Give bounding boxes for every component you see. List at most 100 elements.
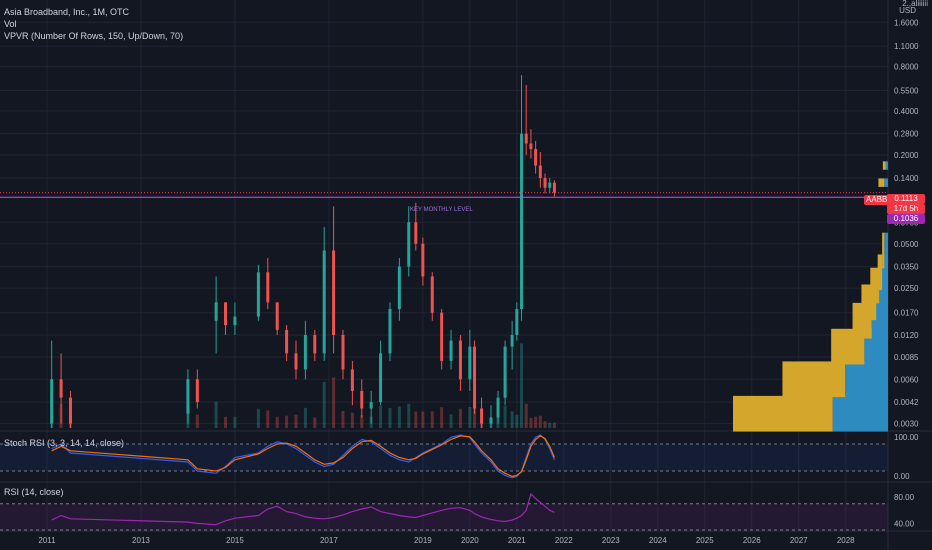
- price-tick-label: 1.6000: [894, 18, 919, 27]
- candle-body: [538, 165, 542, 178]
- time-tick-label: 2013: [132, 536, 150, 545]
- rsi-tick-label: 80.00: [894, 493, 915, 502]
- candle-body: [332, 250, 336, 335]
- candle-body: [294, 353, 298, 370]
- stoch-band: [0, 444, 888, 471]
- chart-legend: Asia Broadband, Inc., 1M, OTC Vol VPVR (…: [4, 6, 183, 42]
- volume-bar: [397, 406, 401, 428]
- volume-bar: [285, 415, 289, 428]
- vpvr-profile: [733, 161, 888, 432]
- volume-bar: [430, 411, 434, 428]
- time-tick-label: 2022: [555, 536, 573, 545]
- volume-bar: [388, 407, 392, 428]
- time-tick-label: 2019: [414, 536, 432, 545]
- time-tick-label: 2023: [602, 536, 620, 545]
- candle-body: [520, 133, 524, 310]
- volume-bar: [468, 406, 472, 428]
- volume-bar: [449, 414, 453, 428]
- price-tick-label: 0.2800: [894, 130, 919, 139]
- vpvr-row-up: [885, 161, 888, 170]
- stoch-tick-label: 100.00: [894, 433, 919, 442]
- vpvr-row-down: [870, 267, 880, 304]
- time-tick-label: 2027: [790, 536, 808, 545]
- candle-body: [256, 272, 260, 317]
- candle-body: [303, 334, 307, 370]
- rsi-line: [51, 492, 555, 526]
- time-tick-label: 2024: [649, 536, 667, 545]
- candle-body: [233, 316, 237, 326]
- price-tick-label: 0.5500: [894, 87, 919, 96]
- volume-bar: [440, 407, 444, 428]
- price-tick-label: 0.0250: [894, 284, 919, 293]
- volume-bar: [503, 405, 507, 428]
- level-price-badge: 0.1036: [887, 214, 925, 224]
- candle-body: [195, 379, 199, 403]
- vol-legend[interactable]: Vol: [4, 19, 17, 29]
- price-tick-label: 0.0170: [894, 309, 919, 318]
- candle-body: [534, 149, 538, 166]
- candle-body: [421, 243, 425, 277]
- symbol-title[interactable]: Asia Broadband, Inc., 1M, OTC: [4, 7, 130, 17]
- candle-body: [480, 408, 484, 424]
- vpvr-row-up: [884, 178, 888, 187]
- rsi-tick-label: 40.00: [894, 519, 915, 528]
- time-tick-label: 2026: [743, 536, 761, 545]
- candle-body: [68, 397, 72, 424]
- stoch-rsi-pane: [0, 434, 888, 479]
- candle-body: [360, 390, 364, 409]
- price-tick-label: 0.1400: [894, 174, 919, 183]
- price-tick-label: 0.8000: [894, 63, 919, 72]
- volume-bar: [421, 411, 425, 428]
- volume-bar: [332, 377, 336, 428]
- vpvr-legend[interactable]: VPVR (Number Of Rows, 150, Up/Down, 70): [4, 31, 184, 41]
- vpvr-row-down: [882, 232, 885, 269]
- volume-bar: [350, 412, 354, 428]
- volume-bar: [233, 416, 237, 428]
- candle-body: [489, 417, 493, 424]
- candle-body: [543, 177, 547, 188]
- volume-bar: [294, 414, 298, 428]
- price-tick-label: 1.1000: [894, 42, 919, 51]
- volume-bar: [341, 410, 345, 428]
- candle-body: [266, 272, 270, 303]
- time-tick-label: 2015: [226, 536, 244, 545]
- candle-body: [50, 379, 54, 424]
- volume-bar: [524, 403, 528, 428]
- time-tick-label: 2025: [696, 536, 714, 545]
- candles[interactable]: [50, 75, 556, 428]
- candle-body: [388, 309, 392, 354]
- candle-body: [510, 334, 514, 347]
- candle-body: [285, 329, 289, 354]
- volume-bar: [407, 403, 411, 428]
- candle-body: [529, 143, 533, 150]
- candle-body: [322, 250, 326, 354]
- vpvr-row-down: [878, 178, 885, 187]
- volume-bar: [538, 415, 542, 428]
- rsi-legend[interactable]: RSI (14, close): [4, 487, 64, 497]
- countdown-badge: 17d 5h: [887, 204, 925, 214]
- candle-body: [369, 402, 373, 409]
- key-level-annotation: KEY MONTHLY LEVEL: [410, 207, 473, 213]
- volume-bar: [322, 381, 326, 428]
- candle-body: [458, 340, 462, 380]
- candle-body: [214, 302, 218, 321]
- candle-body: [379, 353, 383, 403]
- candle-body: [449, 340, 453, 361]
- price-tick-label: 0.4000: [894, 107, 919, 116]
- volume-bar: [515, 414, 519, 428]
- volume-bar: [520, 343, 524, 428]
- stoch-legend[interactable]: Stoch RSI (3, 3, 14, 14, close): [4, 438, 125, 448]
- vpvr-row-down: [782, 361, 846, 398]
- vpvr-row-up: [882, 254, 888, 291]
- candle-body: [515, 309, 519, 335]
- time-tick-label: 2017: [320, 536, 338, 545]
- candle-body: [473, 346, 477, 409]
- candle-body: [59, 379, 63, 398]
- volume-bar: [214, 401, 218, 428]
- stoch-tick-label: 0.00: [894, 472, 910, 481]
- candle-body: [496, 397, 500, 418]
- rsi-band: [0, 503, 888, 530]
